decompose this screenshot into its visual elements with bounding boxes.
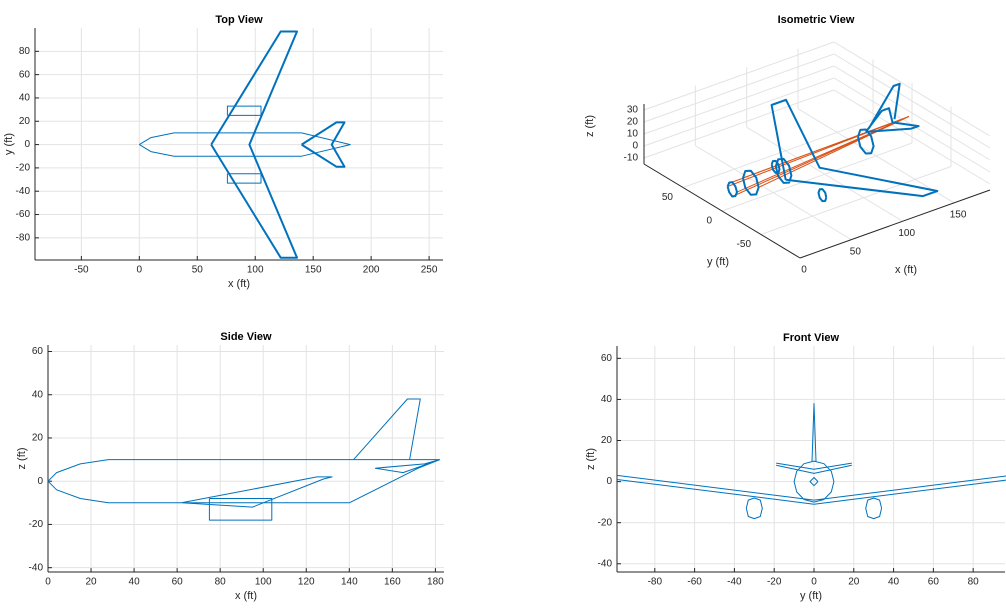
- y-tick-label: 0: [37, 476, 43, 487]
- aircraft-line: [616, 403, 1006, 520]
- grid-line: [833, 65, 991, 161]
- z-tick-label: 10: [627, 129, 639, 140]
- y-tick-label: 20: [32, 433, 44, 444]
- grid-line: [682, 119, 874, 188]
- grid-line: [721, 142, 913, 212]
- x-tick-label: 0: [45, 577, 51, 588]
- chart-title: Top View: [215, 14, 263, 26]
- y-tick-label: -50: [737, 239, 752, 250]
- grid-line: [833, 53, 991, 149]
- y-tick-label: 60: [19, 69, 31, 80]
- chart-title: Isometric View: [778, 14, 855, 26]
- chart-title: Front View: [783, 332, 839, 344]
- x-axis-label: y (ft): [800, 590, 822, 602]
- y-tick-label: 20: [19, 116, 31, 127]
- chart-title: Side View: [220, 331, 272, 343]
- y-tick-label: 40: [601, 394, 613, 405]
- x-tick-label: 80: [968, 577, 980, 588]
- grid-line: [833, 41, 991, 137]
- grid-line: [643, 89, 835, 159]
- aircraft-line: [210, 30, 346, 259]
- y-tick-label: -40: [16, 186, 31, 197]
- y-tick-label: -40: [29, 562, 44, 573]
- grid-line: [643, 65, 835, 135]
- y-tick-label: 50: [662, 192, 674, 203]
- aircraft-line: [139, 105, 351, 184]
- aircraft-line: [47, 398, 441, 521]
- x-tick-label: 20: [85, 577, 97, 588]
- y-tick-label: -40: [598, 558, 613, 569]
- x-tick-label: 100: [898, 228, 915, 239]
- grid-line: [643, 41, 835, 111]
- x-tick-label: 60: [928, 577, 940, 588]
- z-axis-label: z (ft): [584, 115, 596, 137]
- x-tick-label: -80: [648, 577, 663, 588]
- y-tick-label: -20: [29, 519, 44, 530]
- y-tick-label: 40: [32, 389, 44, 400]
- x-tick-label: -50: [74, 265, 89, 276]
- y-tick-label: 60: [601, 353, 613, 364]
- z-tick-label: 0: [632, 141, 638, 152]
- x-tick-label: 140: [341, 577, 358, 588]
- y-tick-label: 60: [32, 346, 44, 357]
- y-axis-label: y (ft): [707, 256, 729, 268]
- x-axis-label: x (ft): [228, 278, 250, 290]
- z-tick-label: -10: [624, 153, 639, 164]
- aircraft-line: [726, 82, 939, 203]
- z-tick-label: 20: [627, 117, 639, 128]
- y-tick-label: -80: [16, 232, 31, 243]
- x-tick-label: 160: [384, 577, 401, 588]
- grid-line: [760, 166, 952, 235]
- x-tick-label: 250: [421, 265, 438, 276]
- y-axis-label: z (ft): [16, 448, 28, 470]
- y-tick-label: 0: [24, 139, 30, 150]
- x-tick-label: 180: [427, 577, 444, 588]
- x-tick-label: 40: [888, 577, 900, 588]
- y-tick-label: -20: [16, 163, 31, 174]
- x-tick-label: 150: [950, 210, 967, 221]
- x-tick-label: 40: [129, 577, 141, 588]
- x-tick-label: 0: [811, 577, 817, 588]
- x-tick-label: -40: [727, 577, 742, 588]
- x-tick-label: -20: [767, 577, 782, 588]
- grid-line: [643, 53, 835, 123]
- x-tick-label: 20: [848, 577, 860, 588]
- aircraft-line: [727, 116, 910, 197]
- x-tick-label: 0: [801, 265, 807, 276]
- x-axis-label: x (ft): [235, 590, 257, 602]
- x-tick-label: 150: [305, 265, 322, 276]
- y-tick-label: 0: [706, 216, 712, 227]
- x-tick-label: 60: [172, 577, 184, 588]
- y-axis-label: z (ft): [585, 448, 597, 470]
- y-axis: [643, 163, 801, 259]
- y-tick-label: -60: [16, 209, 31, 220]
- x-tick-label: 100: [255, 577, 272, 588]
- x-tick-label: 200: [363, 265, 380, 276]
- y-tick-label: -20: [598, 517, 613, 528]
- y-tick-label: 80: [19, 46, 31, 57]
- y-tick-label: 40: [19, 93, 31, 104]
- x-tick-label: 100: [247, 265, 264, 276]
- x-tick-label: 50: [850, 246, 862, 257]
- x-tick-label: 0: [137, 265, 143, 276]
- z-tick-label: 30: [627, 105, 639, 116]
- y-tick-label: 20: [601, 435, 613, 446]
- grid-line: [833, 89, 991, 185]
- x-tick-label: 50: [192, 265, 204, 276]
- x-axis: [799, 189, 991, 259]
- y-axis-label: y (ft): [3, 133, 15, 155]
- x-tick-label: 80: [215, 577, 227, 588]
- grid-line: [643, 77, 835, 147]
- x-tick-label: -60: [687, 577, 702, 588]
- y-tick-label: 0: [606, 476, 612, 487]
- x-axis-label: x (ft): [895, 264, 917, 276]
- x-tick-label: 120: [298, 577, 315, 588]
